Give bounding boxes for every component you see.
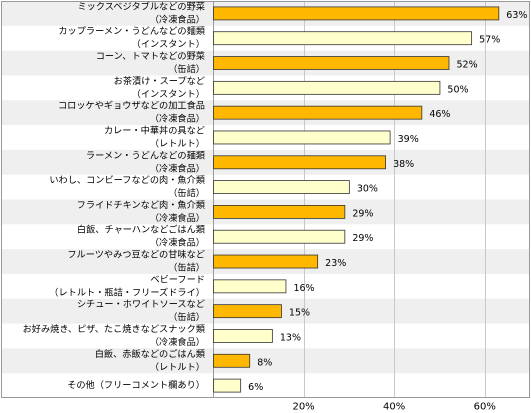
data-label: 30%	[357, 184, 378, 195]
bar	[213, 31, 473, 46]
category-label: （缶詰）	[168, 311, 205, 323]
category-label: （レトルト）	[150, 362, 205, 373]
category-label: フルーツやみつ豆などの甘味など	[67, 249, 205, 261]
category-label: いわし、コンビーフなどの肉・魚介類	[49, 174, 205, 186]
row-shade	[1, 348, 530, 374]
category-label: コロッケやギョウザなどの加工食品	[58, 100, 205, 112]
bar	[213, 329, 273, 343]
category-label: シチュー・ホワイトソースなど	[77, 299, 205, 310]
category-label: お茶漬け・スープなど	[114, 75, 205, 87]
category-label: 白飯、チャーハンなどごはん類	[77, 224, 205, 236]
category-label: （インスタント）	[132, 89, 205, 100]
bar	[213, 229, 346, 244]
bar	[213, 254, 319, 269]
bar	[213, 56, 450, 70]
category-label: （インスタント）	[132, 39, 205, 50]
category-label: （冷凍食品）	[150, 212, 205, 224]
category-label: （冷凍食品）	[150, 336, 205, 348]
category-label: （レトルト）	[150, 138, 205, 149]
category-label: （冷凍食品）	[150, 237, 205, 249]
bar	[213, 105, 423, 120]
data-label: 13%	[280, 332, 301, 343]
data-label: 29%	[352, 208, 373, 219]
data-label: 23%	[325, 258, 346, 269]
bar	[213, 279, 287, 294]
data-label: 50%	[447, 84, 468, 95]
category-label: ベビーフード	[150, 274, 205, 285]
bar	[213, 180, 350, 194]
plot-border	[1, 1, 530, 398]
category-label: ミックスベジタブルなどの野菜	[77, 0, 205, 12]
category-label: フライドチキンなど肉・魚介類	[77, 199, 205, 211]
category-label: コーン、トマトなどの野菜	[96, 50, 205, 62]
bar	[213, 130, 391, 145]
category-label: カレー・中華丼の具など	[104, 124, 205, 136]
x-tick-label: 60%	[474, 402, 496, 413]
category-label: （缶詰）	[168, 262, 205, 274]
data-label: 46%	[429, 109, 450, 120]
category-label: 白飯、赤飯などのごはん類	[95, 348, 205, 360]
bar	[213, 6, 500, 21]
x-tick-label: 20%	[292, 402, 314, 413]
bar	[213, 304, 282, 319]
category-label: お好み焼き、ピザ、たこ焼きなどスナック類	[23, 323, 205, 335]
category-label: （冷凍食品）	[150, 113, 205, 125]
data-label: 38%	[393, 159, 414, 170]
category-label: その他（フリーコメント欄あり）	[67, 379, 205, 391]
data-label: 29%	[352, 233, 373, 244]
bar	[213, 205, 346, 219]
category-label: （冷凍食品）	[150, 13, 205, 25]
category-label: （レトルト・瓶詰・フリーズドライ）	[49, 286, 205, 298]
data-label: 15%	[289, 308, 310, 319]
data-label: 63%	[506, 10, 527, 21]
data-label: 52%	[456, 60, 477, 71]
data-label: 6%	[248, 382, 263, 393]
category-label: （冷凍食品）	[150, 162, 205, 174]
data-label: 16%	[293, 283, 314, 294]
category-label: ラーメン・うどんなどの麺類	[86, 149, 205, 161]
bar	[213, 378, 242, 393]
category-label: （缶詰）	[168, 63, 205, 75]
data-label: 39%	[398, 134, 419, 145]
bar	[213, 353, 251, 368]
category-label: （缶詰）	[168, 187, 205, 199]
data-label: 57%	[479, 35, 500, 46]
x-tick-label: 40%	[383, 402, 405, 413]
bar	[213, 80, 441, 95]
data-label: 8%	[257, 357, 272, 368]
category-label: カップラーメン・うどんなどの麺類	[58, 25, 205, 37]
bar	[213, 155, 386, 170]
